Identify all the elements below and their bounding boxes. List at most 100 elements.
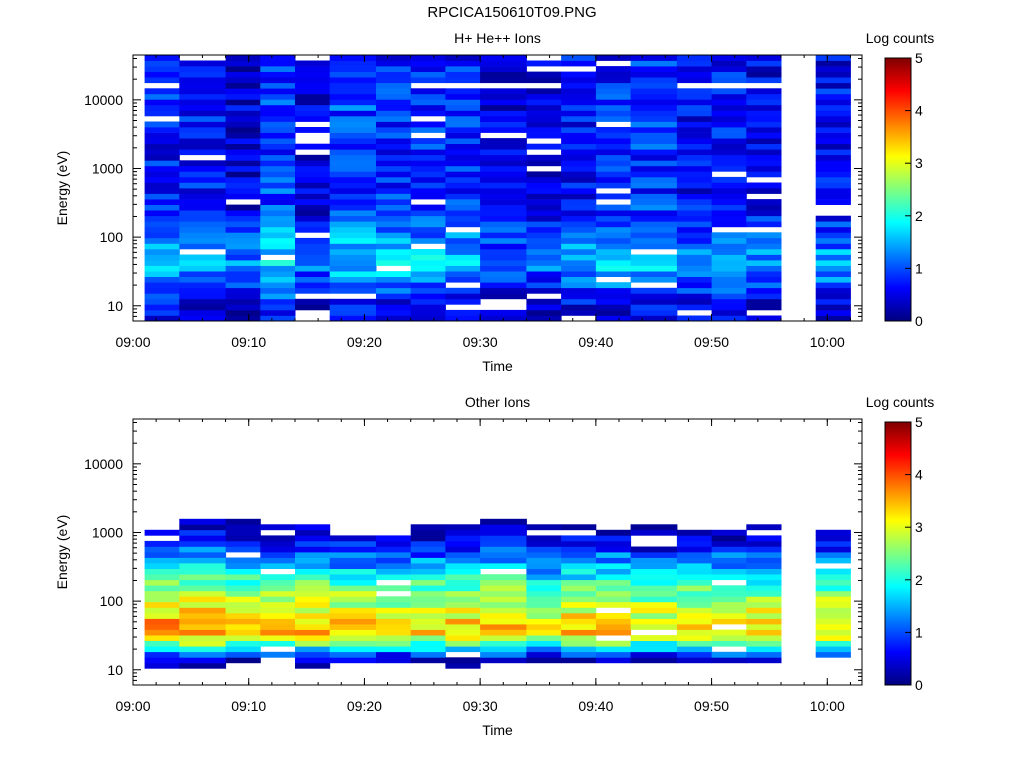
heatmap-cell [595,557,632,564]
colorbar-tick-label: 2 [915,572,923,588]
heatmap-cell [144,282,180,289]
heatmap-cell [144,60,180,67]
y-axis-label: Energy (eV) [54,515,70,590]
heatmap-cell [711,93,747,100]
heatmap-cell [815,540,851,547]
heatmap-cell [329,232,377,239]
heatmap-cell [480,260,527,266]
heatmap-cell [445,540,481,547]
heatmap-cell [295,552,331,558]
heatmap-cell [526,176,562,183]
heatmap-cell [676,143,713,150]
heatmap-cell [815,568,851,575]
heatmap-cell [480,60,527,67]
heatmap-cell [630,276,678,283]
heatmap-cell [225,287,261,294]
heatmap-cell [711,590,747,597]
heatmap-cell [376,651,412,658]
heatmap-cell [179,293,227,300]
heatmap-cell [746,546,782,553]
heatmap-cell [746,624,782,630]
heatmap-cell [144,215,180,222]
heatmap-cell [561,629,597,636]
heatmap-cell [630,237,678,244]
heatmap-cell [815,99,851,106]
heatmap-cell [630,254,678,261]
heatmap-cell [144,574,180,581]
heatmap-cell [329,138,377,144]
heatmap-cell [295,127,331,133]
heatmap-cell [711,110,747,117]
heatmap-cell [711,596,747,603]
heatmap-cell [179,265,227,272]
heatmap-cell [526,601,562,608]
heatmap-cell [225,254,261,261]
heatmap-cell [260,99,296,106]
heatmap-cell [295,243,331,250]
x-tick-label: 09:20 [347,698,382,714]
heatmap-cell [746,657,782,664]
heatmap-cell [595,176,632,183]
heatmap-cell [260,546,296,553]
heatmap-cell [526,287,562,294]
heatmap-cell [746,563,782,569]
heatmap-cell [526,210,562,217]
heatmap-cell [480,607,527,614]
heatmap-cell [376,210,412,217]
heatmap-cell [410,271,446,277]
heatmap-cell [746,601,782,608]
heatmap-cell [746,116,782,122]
heatmap-cell [630,221,678,228]
heatmap-cell [676,104,713,111]
heatmap-cell [144,199,180,205]
heatmap-cell [561,546,597,553]
heatmap-cell [815,601,851,608]
heatmap-cell [376,237,412,244]
heatmap-cell [179,568,227,575]
heatmap-cell [595,293,632,300]
heatmap-cell [595,657,632,664]
heatmap-cell [144,210,180,217]
heatmap-cell [376,82,412,89]
heatmap-cell [225,93,261,100]
x-tick-label: 09:30 [463,698,498,714]
heatmap-cell [445,276,481,283]
heatmap-cell [445,176,481,183]
heatmap-cell [225,249,261,255]
heatmap-cell [144,590,180,597]
heatmap-cell [630,77,678,84]
heatmap-cell [144,601,180,608]
heatmap-cell [410,204,446,211]
heatmap-cell [480,574,527,581]
heatmap-cell [445,132,481,139]
heatmap-cell [630,596,678,603]
heatmap-cell [630,304,678,311]
heatmap-cell [480,640,527,647]
heatmap-cell [746,104,782,111]
heatmap-cell [561,265,597,272]
heatmap-cell [260,193,296,200]
heatmap-cell [329,618,377,625]
heatmap-cell [480,210,527,217]
heatmap-cell [225,518,261,525]
heatmap-cell [329,287,377,294]
heatmap-cell [630,613,678,619]
heatmap-cell [225,66,261,72]
heatmap-cell [225,298,261,305]
heatmap-cell [595,271,632,277]
heatmap-cell [376,143,412,150]
heatmap-cell [595,260,632,266]
heatmap-cell [144,635,180,641]
heatmap-cell [179,535,227,542]
heatmap-cell [329,221,377,228]
heatmap-cell [595,651,632,658]
heatmap-cell [295,210,331,217]
heatmap-cell [676,165,713,172]
heatmap-cell [815,160,851,167]
heatmap-cell [480,237,527,244]
heatmap-cell [676,77,713,84]
heatmap-cell [595,138,632,144]
heatmap-cell [480,540,527,547]
x-tick-label: 10:00 [810,698,845,714]
heatmap-cell [480,199,527,205]
